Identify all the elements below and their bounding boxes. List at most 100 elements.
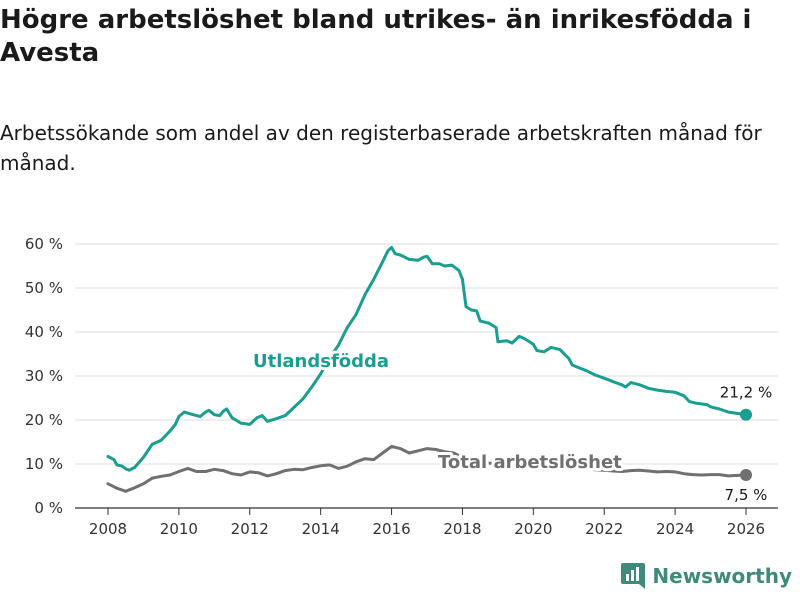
data-point-total [434, 448, 438, 451]
data-point-total [647, 469, 650, 473]
axes: 0 % 10 % 20 % 30 % 40 % 50 % 60 % 2008 2010 2012 2… [25, 235, 765, 538]
data-point-utlandsfodda [106, 455, 110, 458]
data-point-utlandsfodda [718, 407, 721, 411]
data-point-total [186, 467, 190, 470]
data-point-utlandsfodda [478, 319, 482, 323]
end-marker-utlandsfodda [740, 408, 752, 421]
data-point-total [664, 470, 668, 473]
end-marker-total [740, 469, 752, 481]
data-point-total [115, 486, 119, 490]
data-point-utlandsfodda [354, 313, 358, 316]
x-tick-label: 2014 [302, 520, 340, 538]
data-point-total [239, 473, 243, 477]
data-point-utlandsfodda [260, 414, 264, 417]
data-point-total [257, 471, 260, 475]
x-tick-label: 2024 [656, 520, 694, 538]
data-point-utlandsfodda [705, 403, 709, 406]
data-point-total [310, 466, 314, 469]
data-point-utlandsfodda [390, 246, 393, 249]
data-point-utlandsfodda [464, 305, 468, 308]
y-tick-label: 30 % [25, 367, 63, 385]
data-point-utlandsfodda [735, 412, 739, 415]
data-point-total [372, 458, 376, 461]
y-tick-label: 0 % [34, 499, 63, 517]
end-value-label-total: 7,5 % [725, 486, 768, 504]
data-point-utlandsfodda [494, 326, 498, 329]
data-point-total [478, 460, 482, 464]
data-point-total [691, 473, 695, 476]
data-point-utlandsfodda [532, 343, 535, 346]
data-point-total [620, 470, 624, 473]
data-point-utlandsfodda [523, 337, 526, 340]
data-point-utlandsfodda [558, 348, 562, 351]
data-point-total [487, 461, 491, 465]
data-point-utlandsfodda [142, 456, 145, 459]
data-point-total [673, 470, 677, 474]
series-label-total: Total arbetslöshet [438, 452, 622, 473]
data-point-utlandsfodda [594, 373, 597, 377]
y-tick-label: 40 % [25, 323, 63, 341]
data-point-utlandsfodda [168, 429, 172, 433]
data-point-total [718, 473, 721, 476]
newsworthy-logo-icon [621, 563, 646, 589]
data-point-utlandsfodda [695, 401, 698, 405]
data-point-utlandsfodda [510, 341, 514, 345]
data-point-utlandsfodda [602, 376, 606, 380]
data-point-utlandsfodda [177, 415, 181, 418]
data-point-utlandsfodda [191, 413, 195, 417]
data-point-utlandsfodda [682, 394, 686, 398]
data-point-total [133, 486, 136, 490]
data-point-total [275, 472, 278, 475]
data-point-total [283, 469, 287, 472]
data-point-utlandsfodda [461, 277, 464, 281]
data-point-utlandsfodda [709, 405, 712, 409]
data-point-total [266, 474, 269, 478]
data-point-utlandsfodda [443, 264, 447, 268]
brand-name: Newsworthy [652, 564, 792, 588]
data-point-utlandsfodda [182, 410, 186, 414]
data-point-utlandsfodda [120, 464, 124, 468]
data-point-total [399, 447, 402, 450]
data-point-total [407, 451, 411, 455]
data-point-utlandsfodda [535, 349, 539, 352]
data-point-utlandsfodda [549, 346, 553, 349]
data-point-utlandsfodda [174, 423, 177, 426]
data-point-utlandsfodda [664, 390, 668, 393]
x-tick-label: 2020 [514, 520, 552, 538]
data-point-total [576, 466, 579, 469]
data-point-utlandsfodda [517, 335, 521, 338]
data-point-utlandsfodda [425, 255, 429, 258]
data-point-total [452, 451, 455, 455]
data-point-total [319, 464, 322, 468]
data-point-utlandsfodda [221, 409, 225, 413]
data-point-total [638, 468, 641, 472]
data-point-utlandsfodda [124, 467, 128, 471]
data-point-utlandsfodda [345, 326, 349, 329]
data-point-utlandsfodda [239, 421, 243, 425]
data-point-utlandsfodda [726, 410, 730, 414]
data-point-utlandsfodda [283, 414, 287, 417]
data-point-utlandsfodda [399, 253, 402, 257]
data-point-total [726, 474, 730, 478]
data-point-utlandsfodda [115, 463, 119, 467]
data-point-total [558, 464, 562, 468]
data-point-utlandsfodda [381, 260, 384, 263]
series-labels: 21,2 % 7,5 % Utlandsfödda Total arbetslöshe… [250, 348, 772, 504]
data-point-total [106, 482, 110, 486]
data-point-utlandsfodda [496, 340, 500, 343]
data-point-total [230, 472, 234, 475]
data-point-utlandsfodda [213, 413, 216, 417]
end-value-label-utlandsfodda: 21,2 % [720, 384, 772, 402]
data-point-total [611, 469, 615, 473]
data-point-total [700, 473, 703, 477]
data-point-total [540, 461, 544, 465]
series-lines [106, 246, 752, 493]
data-point-utlandsfodda [576, 365, 579, 369]
data-point-utlandsfodda [416, 258, 420, 262]
data-point-utlandsfodda [112, 458, 116, 461]
y-tick-label: 50 % [25, 279, 63, 297]
data-point-utlandsfodda [248, 423, 252, 426]
data-point-utlandsfodda [230, 416, 234, 420]
data-point-total [602, 468, 606, 472]
